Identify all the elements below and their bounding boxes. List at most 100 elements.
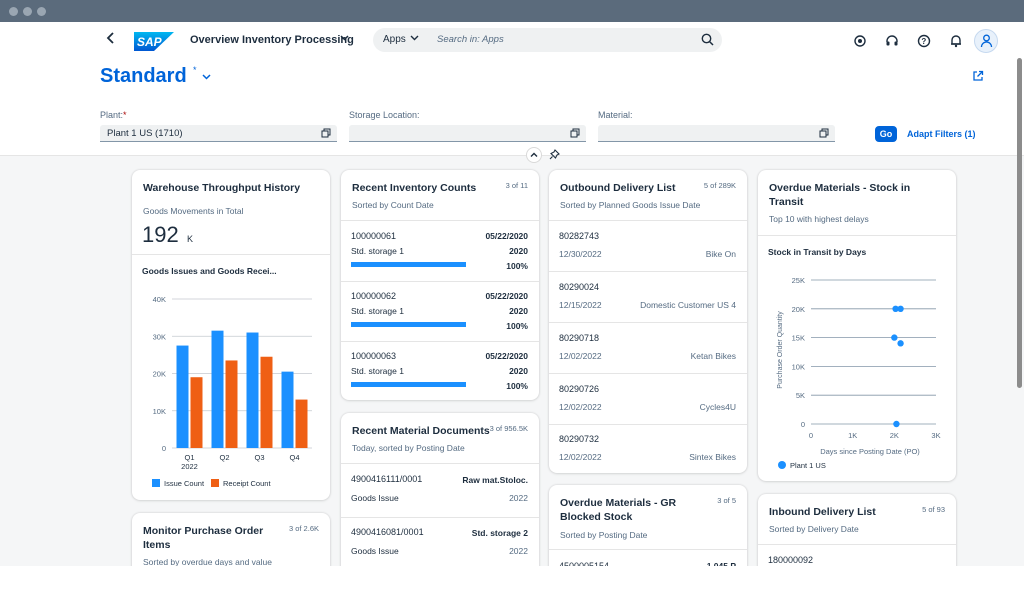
material-input[interactable]	[598, 125, 835, 142]
divider	[341, 281, 539, 282]
list-item[interactable]: 80290718 12/02/2022 Ketan Bikes	[559, 333, 736, 361]
card-title[interactable]: Monitor Purchase Order Items	[143, 525, 264, 551]
divider	[341, 341, 539, 342]
scrollbar[interactable]	[1017, 58, 1022, 388]
card-subtitle: Sorted by Delivery Date	[769, 524, 859, 534]
value-help-icon[interactable]	[819, 128, 829, 141]
search-input[interactable]: Search in: Apps	[437, 34, 504, 45]
recent-material-documents-card[interactable]: Recent Material Documents 3 of 956.5K To…	[341, 413, 539, 583]
card-subtitle: Sorted by overdue days and value	[143, 557, 273, 567]
plant-input[interactable]: Plant 1 US (1710)	[100, 125, 337, 142]
x-tick-label: Q1	[184, 453, 194, 462]
copilot-icon[interactable]	[852, 33, 868, 49]
value-help-icon[interactable]	[321, 128, 331, 141]
recent-inventory-counts-card[interactable]: Recent Inventory Counts 3 of 11 Sorted b…	[341, 170, 539, 400]
go-button[interactable]: Go	[875, 126, 897, 142]
card-title[interactable]: Overdue Materials - Stock in Transit	[769, 182, 911, 208]
x-tick-label: 2K	[890, 431, 899, 440]
list-item[interactable]: 100000063 Std. storage 1 05/22/2020 2020…	[351, 351, 528, 391]
divider	[758, 544, 956, 545]
headset-icon[interactable]	[884, 33, 900, 49]
list-item[interactable]: 4900416081/0001 Goods Issue Std. storage…	[351, 527, 528, 556]
divider	[549, 322, 747, 323]
chevron-down-icon[interactable]	[202, 72, 211, 84]
value-help-icon[interactable]	[570, 128, 580, 141]
bell-icon[interactable]	[948, 33, 964, 49]
chevron-down-icon[interactable]	[410, 33, 419, 44]
card-title[interactable]: Warehouse Throughput History	[143, 182, 301, 194]
scatter-point[interactable]	[897, 305, 904, 312]
card-title[interactable]: Recent Inventory Counts	[352, 182, 477, 194]
scatter-point[interactable]	[897, 340, 904, 347]
adapt-filters-button[interactable]: Adapt Filters (1)	[907, 129, 976, 139]
legend-label: Plant 1 US	[790, 461, 826, 470]
help-icon[interactable]: ?	[916, 33, 932, 49]
sap-logo[interactable]: SAP	[134, 32, 174, 51]
storage-location-label: Storage Location:	[349, 110, 420, 120]
list-item[interactable]: 80282743 12/30/2022 Bike On	[559, 231, 736, 259]
card-title[interactable]: Inbound Delivery List	[769, 506, 876, 518]
scatter-point[interactable]	[893, 420, 900, 428]
avatar[interactable]	[974, 29, 998, 53]
chevron-down-icon[interactable]	[340, 33, 349, 45]
bar-issue[interactable]	[281, 371, 294, 448]
outbound-delivery-list-card[interactable]: Outbound Delivery List 5 of 289K Sorted …	[549, 170, 747, 473]
bar-receipt[interactable]	[190, 377, 203, 448]
card-count: 3 of 5	[717, 496, 736, 505]
window-zoom-dot[interactable]	[37, 7, 46, 16]
x-tick-label: 1K	[848, 431, 857, 440]
search-icon[interactable]	[701, 33, 714, 51]
bar-receipt[interactable]	[260, 356, 273, 448]
overdue-stock-in-transit-card[interactable]: Overdue Materials - Stock in Transit Top …	[758, 170, 956, 481]
card-title[interactable]: Overdue Materials - GR Blocked Stock	[560, 497, 677, 523]
bar-receipt[interactable]	[295, 399, 308, 448]
y-tick-label: 30K	[153, 332, 166, 341]
share-icon[interactable]	[972, 69, 984, 87]
card-title[interactable]: Outbound Delivery List	[560, 182, 676, 194]
y-tick-label: 10K	[153, 407, 166, 416]
kpi-unit: K	[187, 234, 194, 244]
window-minimize-dot[interactable]	[23, 7, 32, 16]
legend-receipt-label: Receipt Count	[223, 479, 271, 488]
list-item[interactable]: 180000092	[768, 555, 814, 565]
bar-issue[interactable]	[246, 332, 259, 448]
x-tick-label: 2022	[181, 462, 198, 471]
scatter-point[interactable]	[892, 305, 899, 312]
search-field[interactable]: Apps Search in: Apps	[373, 28, 722, 52]
bar-issue[interactable]	[211, 330, 224, 448]
app-title[interactable]: Overview Inventory Processing	[190, 34, 354, 46]
chart-title: Goods Issues and Goods Recei...	[142, 266, 277, 276]
y-axis-label: Purchase Order Quantity	[777, 311, 784, 389]
card-subtitle: Today, sorted by Posting Date	[352, 443, 465, 453]
window-close-dot[interactable]	[9, 7, 18, 16]
chart-title: Stock in Transit by Days	[768, 247, 867, 257]
stock-in-transit-scatter-chart[interactable]: 0 5K 10K 15K 20K 25K 0 1K 2K 3K Purchase Order Qu…	[758, 265, 956, 475]
search-scope-select[interactable]: Apps	[383, 34, 406, 45]
list-item[interactable]: 80290024 12/15/2022 Domestic Customer US…	[559, 282, 736, 310]
y-tick-label: 0	[162, 444, 166, 453]
card-count: 5 of 289K	[703, 181, 736, 190]
list-item[interactable]: 100000062 Std. storage 1 05/22/2020 2020…	[351, 291, 528, 331]
list-item[interactable]: 4900416111/0001 Goods Issue Raw mat.Stol…	[351, 474, 528, 503]
bar-receipt[interactable]	[225, 360, 238, 448]
pin-icon[interactable]	[546, 147, 562, 163]
card-title[interactable]: Recent Material Documents	[352, 425, 490, 437]
progress-bar	[351, 262, 466, 267]
x-tick-label: Q3	[254, 453, 264, 462]
list-item[interactable]: 80290726 12/02/2022 Cycles4U	[559, 384, 736, 412]
variant-title[interactable]: Standard	[100, 65, 187, 87]
list-item[interactable]: 100000061 Std. storage 1 05/22/2020 2020…	[351, 231, 528, 271]
card-subtitle: Top 10 with highest delays	[769, 214, 869, 224]
list-item[interactable]: 80290732 12/02/2022 Sintex Bikes	[559, 434, 736, 462]
chevron-left-icon[interactable]	[106, 32, 116, 47]
bar-issue[interactable]	[176, 345, 189, 448]
kpi-value: 192	[142, 222, 179, 247]
y-tick-label: 0	[801, 420, 805, 429]
storage-location-input[interactable]	[349, 125, 586, 142]
x-tick-label: Q2	[219, 453, 229, 462]
scatter-point[interactable]	[891, 334, 898, 341]
warehouse-throughput-card[interactable]: Warehouse Throughput History Goods Movem…	[132, 170, 330, 500]
page-bottom	[0, 566, 1024, 601]
collapse-up-icon[interactable]	[526, 147, 542, 163]
